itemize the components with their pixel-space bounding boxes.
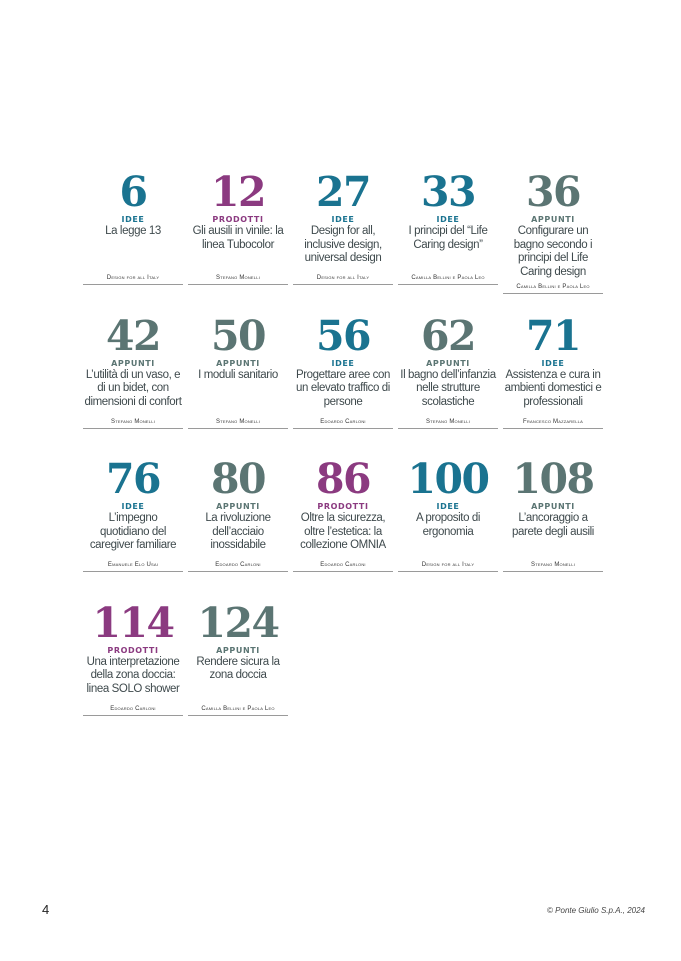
toc-entry[interactable]: 62 APPUNTI Il bagno dell’infanzia nelle st… <box>398 311 498 429</box>
entry-page-number: 124 <box>197 598 280 647</box>
entry-page-number: 62 <box>420 311 477 360</box>
toc-entry[interactable]: 80 APPUNTI La rivoluzione dell’acciaio ino… <box>188 459 288 572</box>
entry-category: APPUNTI <box>531 502 575 511</box>
entry-author: Camilla Bellini e Paola Leo <box>503 283 603 295</box>
entry-page-number: 50 <box>210 311 267 360</box>
entry-category: APPUNTI <box>426 358 470 368</box>
entry-title: La legge 13 <box>105 225 161 237</box>
entry-title: L’utilità di un vaso, e di un bidet, con… <box>84 368 182 408</box>
entry-author: Stefano Monelli <box>503 561 603 572</box>
entry-page-number: 71 <box>525 311 582 360</box>
entry-title: I moduli sanitario <box>198 368 278 381</box>
entry-title: A proposito di ergonomia <box>415 512 481 538</box>
toc-entry[interactable]: 33 IDEE I principi del “Life Caring design… <box>398 172 498 285</box>
toc-entry[interactable]: 50 APPUNTI I moduli sanitario Stefano Monel… <box>188 311 288 429</box>
entry-page-number: 12 <box>210 168 267 216</box>
entry-page-number: 36 <box>525 168 582 216</box>
entry-page-number: 108 <box>512 455 595 503</box>
toc-entry[interactable]: 114 PRODOTTI Una interpretazione della zon… <box>83 598 183 716</box>
entry-author: Edoardo Carloni <box>83 705 183 716</box>
entry-title: Gli ausili in vinile: la linea Tubocolor <box>192 225 284 251</box>
entry-page-number: 80 <box>210 455 267 503</box>
entry-page-number: 100 <box>407 455 490 503</box>
entry-title: L’impegno quotidiano del caregiver famil… <box>89 512 177 552</box>
toc-entry[interactable]: 56 IDEE Progettare aree con un elevato tra… <box>293 311 393 429</box>
entry-category: APPUNTI <box>216 358 260 368</box>
entry-page-number: 76 <box>105 455 162 503</box>
page-number: 4 <box>42 902 50 917</box>
entry-category: IDEE <box>331 358 355 368</box>
toc-entry[interactable]: 12 PRODOTTI Gli ausili in vinile: la linea… <box>188 172 288 285</box>
entry-author: Francesco Mazzarella <box>503 418 603 429</box>
entry-title: Assistenza e cura in ambienti domestici … <box>504 368 602 408</box>
entry-category: IDEE <box>121 502 145 511</box>
entry-author: Edoardo Carloni <box>293 418 393 429</box>
entry-page-number: 56 <box>315 311 372 360</box>
toc-entry[interactable]: 108 APPUNTI L’ancoraggio a parete degli au… <box>503 459 603 572</box>
entry-category: APPUNTI <box>531 215 575 224</box>
toc-entry[interactable]: 124 APPUNTI Rendere sicura la zona doccia C… <box>188 598 288 716</box>
entry-category: IDEE <box>121 215 145 224</box>
entry-author: Edoardo Carloni <box>293 561 393 572</box>
toc-entry[interactable]: 36 APPUNTI Configurare un bagno secondo i … <box>503 168 603 295</box>
entry-category: APPUNTI <box>216 502 260 511</box>
entry-category: IDEE <box>331 215 355 224</box>
entry-category: PRODOTTI <box>107 645 159 655</box>
entry-author: Camilla Bellini e Paola Leo <box>188 705 288 716</box>
entry-category: PRODOTTI <box>212 215 264 224</box>
copyright: © Ponte Giulio S.p.A., 2024 <box>547 906 645 915</box>
entry-category: APPUNTI <box>111 358 155 368</box>
entry-author: Stefano Monelli <box>83 418 183 429</box>
toc-entry[interactable]: 27 IDEE Design for all, inclusive design, … <box>293 172 393 285</box>
entry-title: Oltre la sicurezza, oltre l’estetica: la… <box>300 512 386 552</box>
entry-title: Progettare aree con un elevato traffico … <box>295 368 391 408</box>
entry-author: Emanuele Elo Usai <box>83 561 183 572</box>
entry-category: PRODOTTI <box>317 502 369 511</box>
entry-author: Edoardo Carloni <box>188 561 288 572</box>
entry-author: Stefano Monelli <box>188 418 288 429</box>
entry-page-number: 33 <box>420 168 477 216</box>
toc-entry[interactable]: 71 IDEE Assistenza e cura in ambienti dome… <box>503 311 603 429</box>
entry-page-number: 6 <box>119 168 148 216</box>
entry-page-number: 114 <box>92 598 175 647</box>
toc-entry[interactable]: 100 IDEE A proposito di ergonomia Design fo… <box>398 459 498 572</box>
entry-title: La rivoluzione dell’acciaio inossidabile <box>205 512 271 552</box>
entry-page-number: 42 <box>105 311 162 360</box>
entry-author: Design for all Italy <box>293 274 393 285</box>
entry-page-number: 86 <box>315 455 372 503</box>
entry-category: APPUNTI <box>216 645 260 655</box>
entry-title: L’ancoraggio a parete degli ausili <box>512 512 594 538</box>
entry-category: IDEE <box>436 502 460 511</box>
entry-author: Stefano Monelli <box>188 274 288 285</box>
entry-title: Rendere sicura la zona doccia <box>196 655 280 682</box>
toc-entry[interactable]: 76 IDEE L’impegno quotidiano del caregiver… <box>83 459 183 572</box>
entry-category: IDEE <box>541 358 565 368</box>
entry-author: Design for all Italy <box>398 561 498 572</box>
entry-category: IDEE <box>436 215 460 224</box>
toc-entry[interactable]: 86 PRODOTTI Oltre la sicurezza, oltre l’es… <box>293 459 393 572</box>
toc-entry[interactable]: 42 APPUNTI L’utilità di un vaso, e di un b… <box>83 311 183 429</box>
entry-page-number: 27 <box>315 168 372 216</box>
entry-title: I principi del “Life Caring design” <box>408 225 488 251</box>
entry-title: Configurare un bagno secondo i principi … <box>513 225 593 278</box>
entry-title: Una interpretazione della zona doccia: l… <box>86 655 180 695</box>
toc-entry[interactable]: 6 IDEE La legge 13 Design for all Italy <box>83 172 183 285</box>
entry-author: Stefano Monelli <box>398 418 498 429</box>
entry-title: Il bagno dell’infanzia nelle strutture s… <box>400 368 496 408</box>
entry-author: Camilla Bellini e Paola Leo <box>398 274 498 285</box>
entry-author: Design for all Italy <box>83 274 183 285</box>
entry-title: Design for all, inclusive design, univer… <box>304 225 382 265</box>
